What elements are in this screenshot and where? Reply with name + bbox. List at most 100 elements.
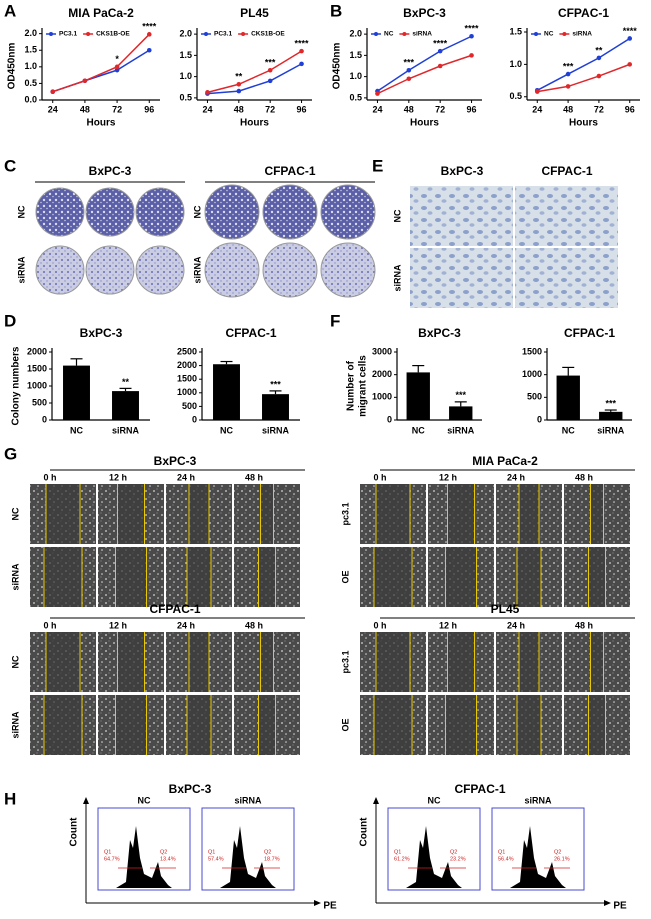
x-tick-label: siRNA — [597, 425, 625, 435]
bar — [406, 372, 430, 420]
flow-panel-label: siRNA — [234, 795, 262, 805]
flow-frame — [387, 807, 481, 891]
panel-letter: F — [330, 311, 340, 330]
legend-marker — [86, 32, 91, 36]
block-title: CFPAC-1 — [149, 602, 200, 616]
time-label: 12 h — [109, 472, 127, 482]
gate-value: 26.1% — [554, 856, 570, 862]
legend-label: NC — [544, 31, 554, 38]
histogram — [220, 826, 276, 888]
scratch — [44, 547, 82, 607]
gate-name: Q2 — [554, 849, 561, 855]
bar — [213, 364, 240, 420]
x-axis-label: Hours — [410, 118, 439, 129]
data-point — [596, 55, 602, 61]
bar — [112, 391, 139, 420]
significance: **** — [465, 24, 480, 34]
significance: **** — [623, 26, 638, 36]
bar — [599, 411, 623, 420]
significance: **** — [433, 39, 448, 49]
time-label: 12 h — [439, 620, 457, 630]
column-title: CFPAC-1 — [541, 164, 592, 178]
y-tick-label: 2500 — [177, 346, 197, 356]
flow-y-label: Count — [359, 817, 370, 847]
scratch — [519, 484, 539, 544]
gate-name: Q1 — [498, 849, 505, 855]
x-tick-label: 48 — [404, 104, 414, 114]
data-point — [437, 48, 443, 54]
flow-y-label: Count — [69, 817, 80, 847]
significance: *** — [455, 390, 466, 400]
flow-frame — [491, 807, 585, 891]
row-label: NC — [10, 655, 20, 668]
scratch — [260, 484, 274, 544]
block-title: BxPC-3 — [154, 454, 197, 468]
data-point — [534, 89, 540, 94]
chart-title: PL45 — [240, 6, 269, 20]
y-tick-label: 1.5 — [349, 50, 362, 60]
y-tick-label: 1.5 — [509, 26, 522, 36]
scratch — [590, 632, 604, 692]
y-tick-label: 2000 — [27, 346, 47, 356]
flow-frame — [97, 807, 191, 891]
gate-value: 64.7% — [104, 856, 120, 862]
legend-marker — [374, 32, 378, 36]
data-point — [114, 64, 120, 70]
data-point — [299, 61, 304, 67]
significance: *** — [563, 61, 574, 71]
scratch — [115, 547, 147, 607]
chart-title: BxPC-3 — [80, 326, 123, 340]
x-tick-label: 24 — [372, 104, 382, 114]
data-point — [267, 67, 273, 73]
x-tick-label: 96 — [144, 104, 154, 114]
colony-title: BxPC-3 — [89, 164, 132, 178]
x-tick-label: 24 — [532, 104, 542, 114]
y-tick-label: 0 — [537, 414, 542, 424]
scratch — [46, 484, 80, 544]
gate-name: Q1 — [104, 849, 111, 855]
x-tick-label: siRNA — [262, 425, 290, 435]
colony-plate — [35, 187, 85, 237]
arrow — [604, 900, 611, 906]
flow-panel-label: siRNA — [524, 795, 552, 805]
colony-plate — [135, 187, 185, 237]
scratch — [46, 632, 80, 692]
legend-label: siRNA — [572, 31, 592, 38]
scratch — [517, 547, 541, 607]
y-tick-label: 500 — [182, 401, 197, 411]
time-label: 24 h — [177, 472, 195, 482]
chart-title: CFPAC-1 — [225, 326, 276, 340]
colony-plate — [85, 187, 135, 237]
series-line — [207, 50, 302, 94]
series-line — [377, 54, 472, 95]
data-point — [50, 89, 56, 95]
x-tick-label: 96 — [297, 104, 307, 114]
legend-label: CKS1B-OE — [251, 31, 285, 38]
x-tick-label: 72 — [435, 104, 445, 114]
scratch — [117, 632, 145, 692]
colony-plate — [204, 184, 260, 240]
y-tick-label: 2000 — [177, 360, 197, 370]
data-point — [437, 63, 443, 69]
invasion-image — [410, 186, 513, 246]
scratch — [376, 632, 410, 692]
y-axis-label: migrant cells — [358, 355, 369, 417]
panel-letter: D — [4, 311, 16, 330]
x-tick-label: NC — [220, 425, 233, 435]
significance: *** — [265, 58, 276, 68]
legend-label: siRNA — [412, 31, 432, 38]
y-tick-label: 1000 — [372, 392, 392, 402]
block-title: MIA PaCa-2 — [472, 454, 538, 468]
time-label: 48 h — [245, 620, 263, 630]
block-title: CFPAC-1 — [454, 782, 505, 796]
scratch — [187, 695, 211, 755]
significance: * — [115, 54, 119, 64]
x-tick-label: NC — [70, 425, 83, 435]
column-title: BxPC-3 — [441, 164, 484, 178]
series-line — [377, 35, 472, 92]
significance: **** — [295, 39, 310, 49]
scratch — [44, 695, 82, 755]
scratch — [519, 632, 539, 692]
row-label: siRNA — [192, 256, 202, 284]
y-tick-label: 2.0 — [179, 29, 192, 39]
